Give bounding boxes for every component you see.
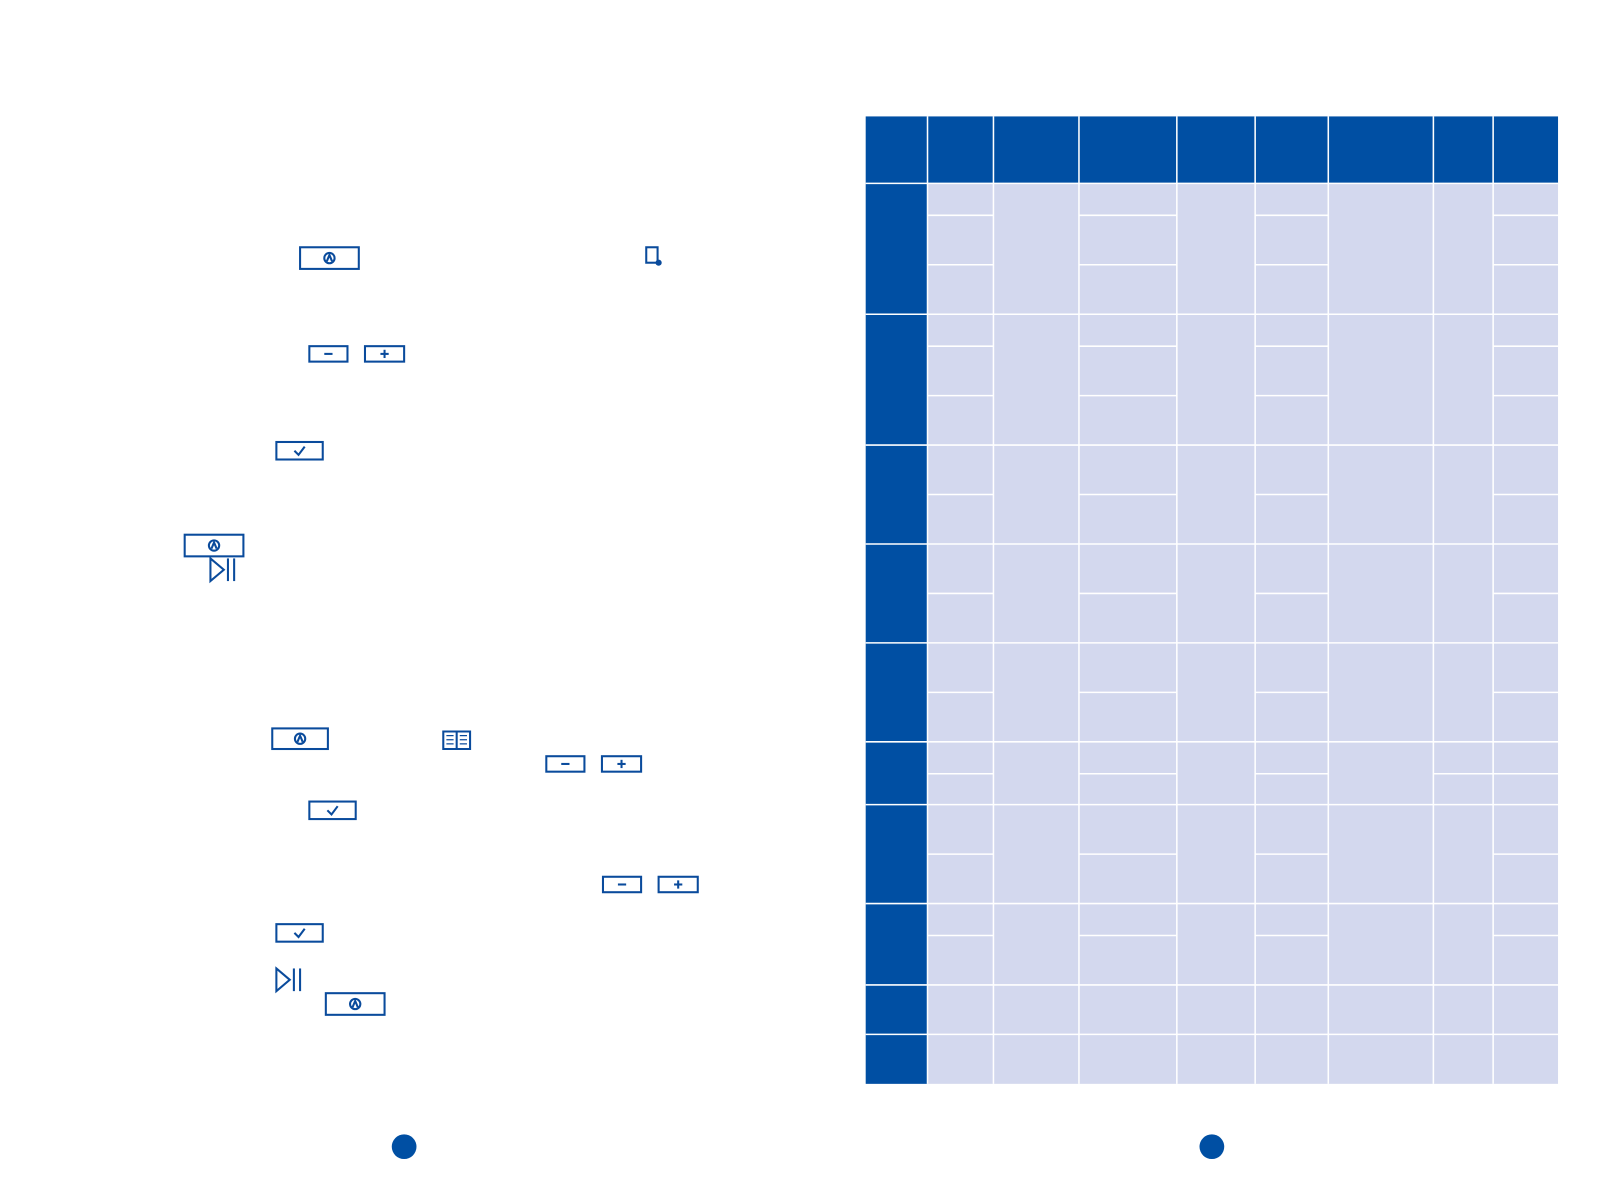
play-pause-icon [209,556,236,584]
glyph [325,252,333,262]
button-frame [275,440,324,461]
button-frame [324,992,386,1016]
button-icon [657,875,699,894]
glyph [210,539,218,550]
button-icon [363,345,406,363]
button-frame [308,345,349,363]
glyph [326,805,339,817]
button-icon [324,992,386,1016]
glyph [351,998,359,1008]
button-frame [363,345,406,363]
glyph [293,928,306,939]
button-icon [308,800,357,821]
doc-icon [645,246,662,266]
button-icon [271,727,329,751]
page-dot [1199,1134,1225,1160]
button-frame [299,246,360,270]
book-icon [442,730,472,751]
glyph [275,966,292,994]
button-frame [308,800,357,821]
table-header [865,116,1559,184]
button-icon [299,246,360,270]
button-icon [600,755,643,773]
button-frame [275,923,324,943]
icons [183,246,699,1016]
button-frame [545,755,586,773]
glyph [442,730,472,751]
glyph [655,259,662,266]
settings-table [865,116,1559,1084]
glyph [293,446,306,457]
glyph [645,246,659,264]
page-dot [391,1134,417,1160]
button-icon [183,533,245,558]
row-header-column [865,183,928,1084]
button-icon [601,875,643,894]
glyph [209,556,226,584]
button-icon [308,345,349,363]
button-frame [601,875,643,894]
button-icon [275,923,324,943]
glyph [296,732,304,743]
button-frame [183,533,245,558]
button-icon [275,440,324,461]
button-icon [545,755,586,773]
table-body [927,183,1559,1084]
button-frame [600,755,643,773]
button-frame [657,875,699,894]
button-frame [271,727,329,751]
play-pause-icon [275,966,302,994]
